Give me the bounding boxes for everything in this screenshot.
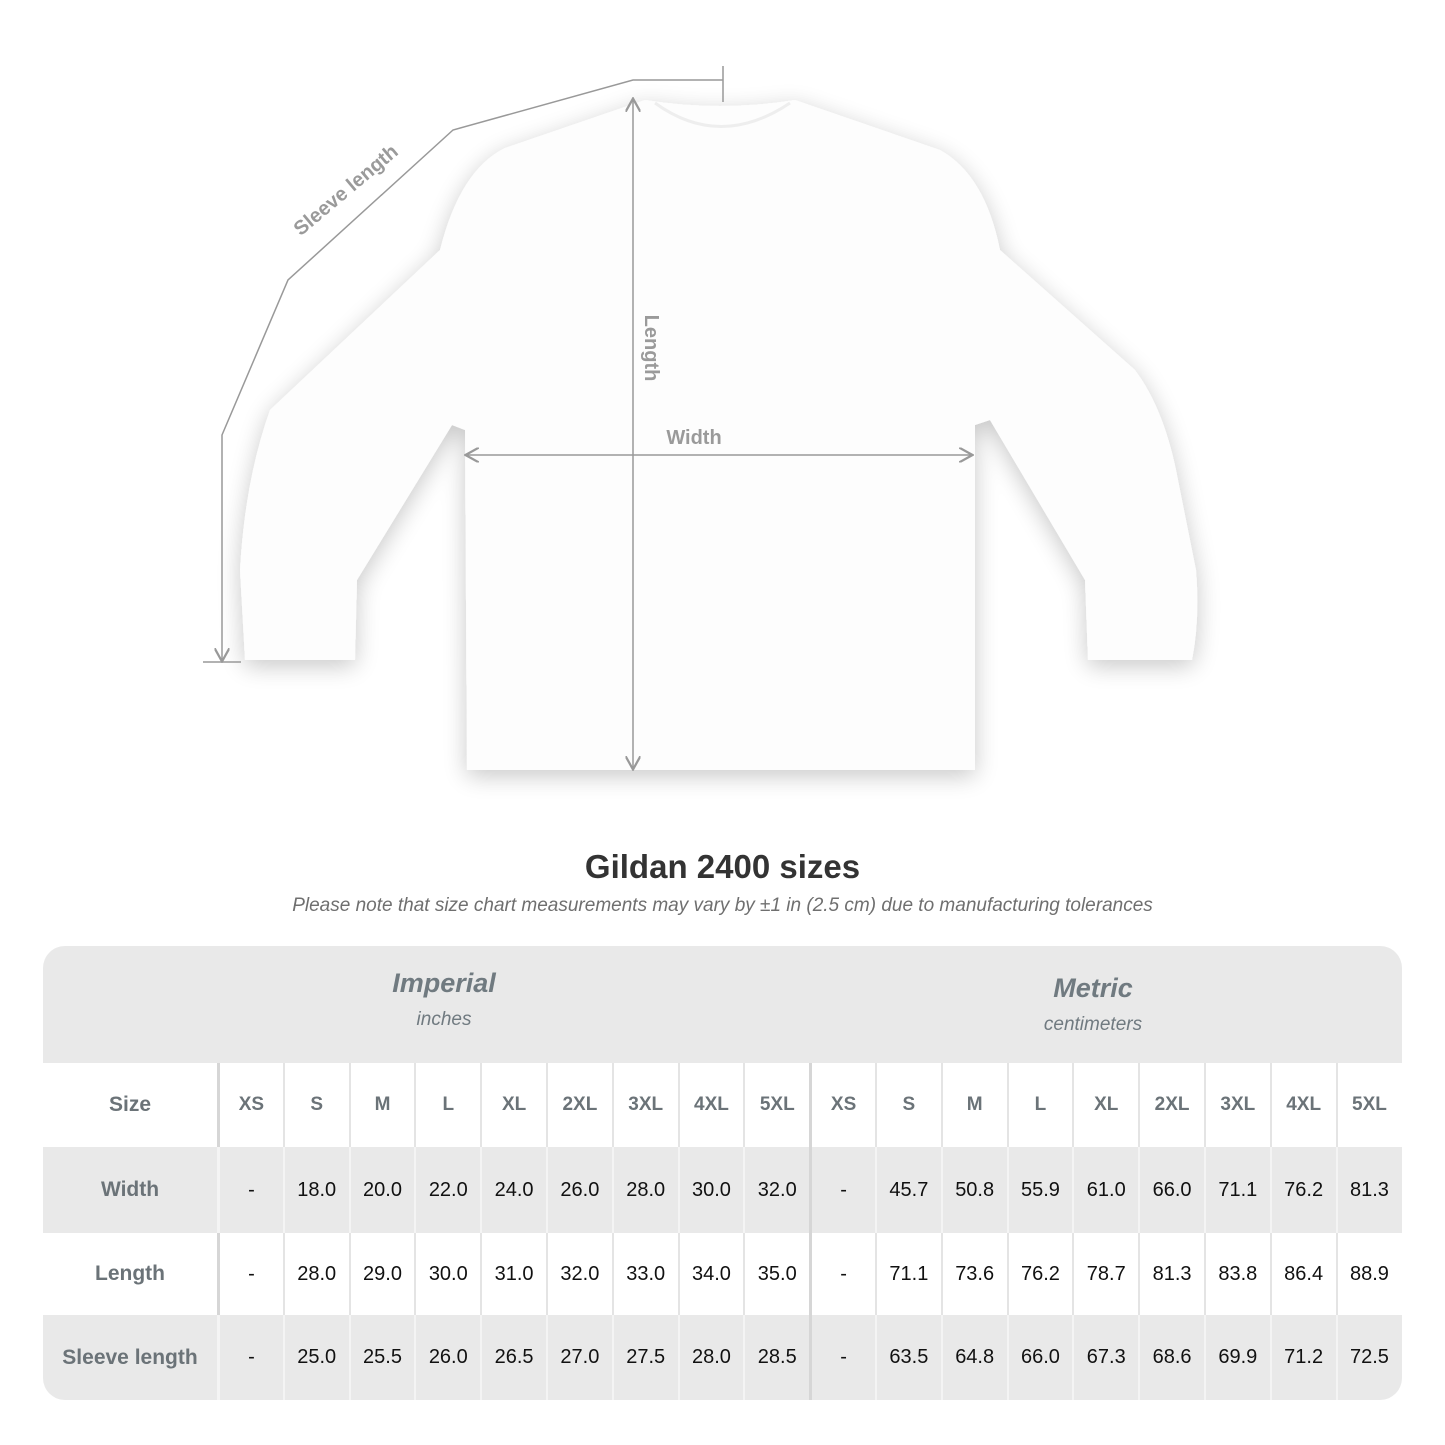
tolerance-note: Please note that size chart measurements… xyxy=(292,895,1153,916)
imperial-value-cell: 28.0 xyxy=(282,1233,349,1315)
imperial-value-cell: 26.5 xyxy=(480,1315,546,1400)
imperial-size-header: 5XL xyxy=(743,1063,809,1147)
imperial-size-header: S xyxy=(282,1063,349,1147)
metric-value-cell: 78.7 xyxy=(1072,1233,1138,1315)
size-label: Size xyxy=(108,1093,152,1116)
metric-value-cell: 81.3 xyxy=(1138,1233,1204,1315)
metric-value-cell: 61.0 xyxy=(1072,1147,1138,1233)
imperial-value-cell: - xyxy=(217,1315,283,1400)
metric-size-header: XS xyxy=(809,1063,875,1147)
metric-value-cell: 64.8 xyxy=(940,1315,1007,1400)
imperial-value-cell: 31.0 xyxy=(480,1233,546,1315)
imperial-value-cell: 20.0 xyxy=(348,1147,415,1233)
metric-value-cell: 88.9 xyxy=(1335,1233,1402,1315)
metric-header: Metric centimeters xyxy=(866,973,1320,1036)
metric-value-cell: 50.8 xyxy=(940,1147,1007,1233)
metric-value-cell: 72.5 xyxy=(1335,1315,1402,1400)
imperial-size-header: L xyxy=(414,1063,480,1147)
imperial-value-cell: 27.5 xyxy=(611,1315,678,1400)
imperial-value-cell: 29.0 xyxy=(348,1233,415,1315)
metric-title: Metric xyxy=(1053,973,1133,1003)
imperial-value-cell: 28.5 xyxy=(743,1315,809,1400)
imperial-value-cell: - xyxy=(217,1233,283,1315)
size-table: Imperial inches Metric centimeters Size X… xyxy=(43,946,1402,1400)
metric-value-cell: - xyxy=(809,1233,875,1315)
metric-value-cell: 55.9 xyxy=(1006,1147,1073,1233)
imperial-title: Imperial xyxy=(392,968,496,998)
imperial-value-cell: 34.0 xyxy=(677,1233,744,1315)
imperial-size-header: 4XL xyxy=(677,1063,744,1147)
metric-value-cell: 63.5 xyxy=(874,1315,941,1400)
imperial-value-cell: 27.0 xyxy=(545,1315,612,1400)
metric-value-cell: 76.2 xyxy=(1006,1233,1073,1315)
metric-value-cell: 83.8 xyxy=(1203,1233,1270,1315)
metric-value-cell: 76.2 xyxy=(1269,1147,1336,1233)
metric-size-header: XL xyxy=(1072,1063,1138,1147)
imperial-size-header: M xyxy=(348,1063,415,1147)
imperial-value-cell: 32.0 xyxy=(743,1147,809,1233)
sleeve-length-line xyxy=(222,79,723,660)
metric-size-header: 3XL xyxy=(1203,1063,1270,1147)
longsleeve-shirt xyxy=(240,100,1198,770)
metric-value-cell: 66.0 xyxy=(1138,1147,1204,1233)
row-label: Width xyxy=(100,1178,160,1201)
imperial-size-header: 2XL xyxy=(545,1063,612,1147)
metric-value-cell: 69.9 xyxy=(1203,1315,1270,1400)
imperial-value-cell: 24.0 xyxy=(480,1147,546,1233)
table-row: Width -18.0 20.0 22.0 24.0 26.0 28.0 30.0 32.0-4… xyxy=(43,1147,1402,1233)
metric-size-header: 5XL xyxy=(1335,1063,1402,1147)
metric-value-cell: 86.4 xyxy=(1269,1233,1336,1315)
imperial-value-cell: 26.0 xyxy=(414,1315,480,1400)
imperial-value-cell: 26.0 xyxy=(545,1147,612,1233)
metric-value-cell: 73.6 xyxy=(940,1233,1007,1315)
metric-size-header: 2XL xyxy=(1138,1063,1204,1147)
imperial-header: Imperial inches xyxy=(217,968,671,1031)
imperial-size-header: 3XL xyxy=(611,1063,678,1147)
metric-size-header: 4XL xyxy=(1269,1063,1336,1147)
metric-value-cell: 71.1 xyxy=(1203,1147,1270,1233)
imperial-value-cell: 25.0 xyxy=(282,1315,349,1400)
metric-size-header: L xyxy=(1006,1063,1073,1147)
table-row: Sleeve length -25.0 25.5 26.0 26.5 27.0 27.5 28… xyxy=(43,1315,1402,1400)
table-header-row: Size XS S M L XL 2XL 3XL 4XL 5XL XS S M L XL 2XL 3XL 4XL 5… xyxy=(43,1063,1402,1147)
imperial-value-cell: 28.0 xyxy=(677,1315,744,1400)
imperial-value-cell: - xyxy=(217,1147,283,1233)
row-label: Length xyxy=(95,1262,165,1285)
metric-value-cell: - xyxy=(809,1315,875,1400)
page-title: Gildan 2400 sizes xyxy=(584,848,861,885)
table-row: Length -28.0 29.0 30.0 31.0 32.0 33.0 34.0 35.0-… xyxy=(43,1233,1402,1315)
metric-value-cell: 66.0 xyxy=(1006,1315,1073,1400)
metric-value-cell: - xyxy=(809,1147,875,1233)
imperial-size-header: XL xyxy=(480,1063,546,1147)
imperial-unit: inches xyxy=(416,1009,472,1030)
width-label: Width xyxy=(666,427,721,449)
imperial-value-cell: 25.5 xyxy=(348,1315,415,1400)
shirt-diagram: Sleeve length Length Width xyxy=(203,66,1198,830)
imperial-value-cell: 22.0 xyxy=(414,1147,480,1233)
imperial-value-cell: 35.0 xyxy=(743,1233,809,1315)
imperial-value-cell: 18.0 xyxy=(282,1147,349,1233)
length-label: Length xyxy=(640,315,662,382)
metric-value-cell: 68.6 xyxy=(1138,1315,1204,1400)
imperial-value-cell: 33.0 xyxy=(611,1233,678,1315)
metric-value-cell: 81.3 xyxy=(1335,1147,1402,1233)
imperial-value-cell: 28.0 xyxy=(611,1147,678,1233)
metric-size-header: M xyxy=(940,1063,1007,1147)
imperial-value-cell: 32.0 xyxy=(545,1233,612,1315)
row-label: Sleeve length xyxy=(62,1345,198,1369)
imperial-size-header: XS xyxy=(217,1063,283,1147)
metric-value-cell: 71.1 xyxy=(874,1233,941,1315)
metric-size-header: S xyxy=(874,1063,941,1147)
metric-value-cell: 67.3 xyxy=(1072,1315,1138,1400)
imperial-value-cell: 30.0 xyxy=(414,1233,480,1315)
unit-header xyxy=(43,946,1402,1063)
metric-unit: centimeters xyxy=(1043,1014,1143,1035)
imperial-value-cell: 30.0 xyxy=(677,1147,744,1233)
metric-value-cell: 71.2 xyxy=(1269,1315,1336,1400)
metric-value-cell: 45.7 xyxy=(874,1147,941,1233)
